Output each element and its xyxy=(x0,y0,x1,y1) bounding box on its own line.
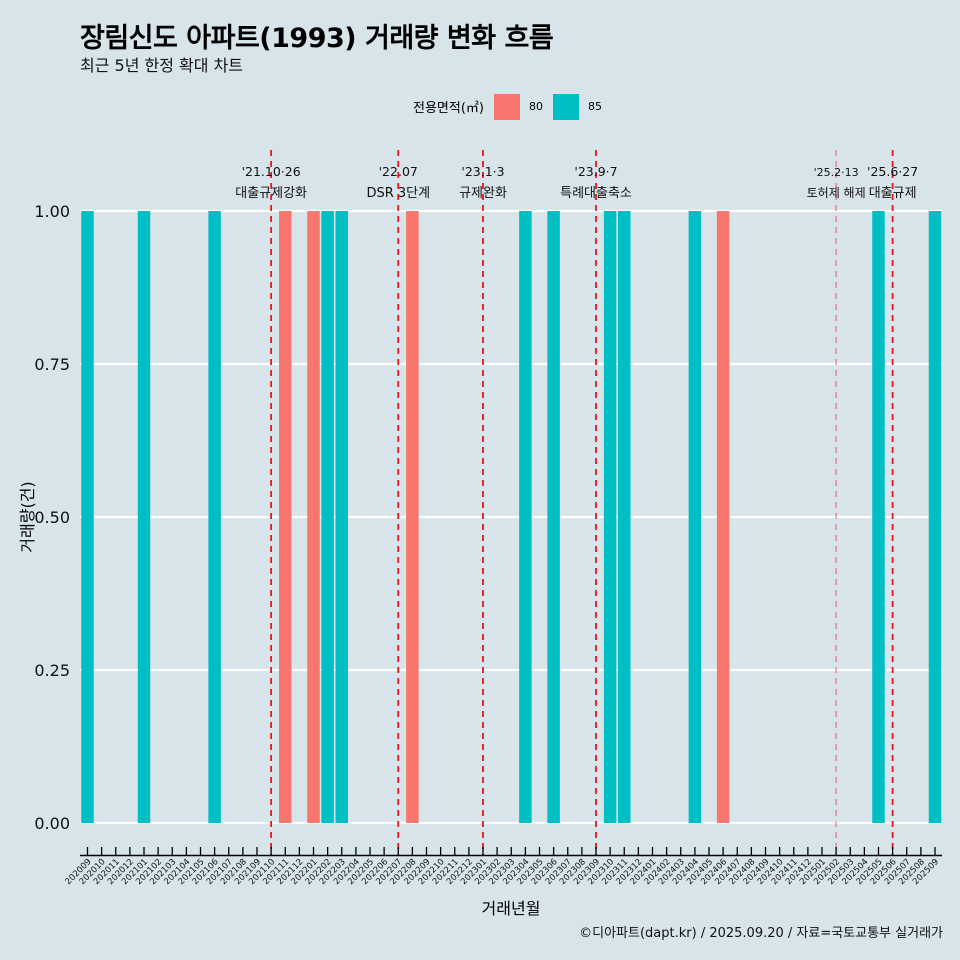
y-tick-label: 0.25 xyxy=(34,661,70,680)
y-tick-label: 0.50 xyxy=(34,508,70,527)
y-tick-label: 0.00 xyxy=(34,814,70,833)
bar-80-202208 xyxy=(406,211,419,823)
y-tick-label: 1.00 xyxy=(34,202,70,221)
gridlines xyxy=(80,209,942,825)
event-label-202301: 규제완화 xyxy=(459,186,507,201)
source-caption: ©디아파트(dapt.kr) / 2025.09.20 / 자료=국토교통부 실… xyxy=(579,926,943,941)
legend-key-80 xyxy=(493,93,520,120)
event-label-202502: 토허제 해제 xyxy=(807,186,866,200)
legend-key-85 xyxy=(552,93,579,120)
event-label-202309: 특례대출축소 xyxy=(560,186,632,201)
y-axis: 0.00 0.25 0.50 0.75 1.00 xyxy=(34,202,70,833)
bar-85-202310 xyxy=(603,211,617,823)
event-lines xyxy=(270,150,894,855)
event-label-202506: 대출규제 xyxy=(869,186,917,201)
bars xyxy=(81,211,942,823)
event-date-202502: '25.2·13 xyxy=(814,166,859,179)
legend-title: 전용면적(㎡) xyxy=(413,101,484,116)
bar-85-202509 xyxy=(928,211,942,823)
legend-label-80: 80 xyxy=(528,100,543,113)
bar-80-202201 xyxy=(307,211,320,823)
event-label-202110: 대출규제강화 xyxy=(235,186,307,201)
event-annotations: '21.10·26 대출규제강화 '22.07 DSR 3단계 '23.1·3 규제완화 '… xyxy=(235,164,918,201)
event-date-202309: '23.9·7 xyxy=(574,164,617,179)
bar-85-202311 xyxy=(618,211,631,823)
bar-85-202203 xyxy=(335,211,348,823)
bar-85-202009 xyxy=(81,211,94,823)
bar-85-202202 xyxy=(321,211,334,823)
bar-85-202304 xyxy=(519,211,532,823)
legend-label-85: 85 xyxy=(587,100,602,113)
y-tick-label: 0.75 xyxy=(34,355,70,374)
event-date-202110: '21.10·26 xyxy=(242,164,301,179)
bar-85-202404 xyxy=(688,211,702,823)
legend: 전용면적(㎡) 80 85 xyxy=(413,93,612,120)
event-date-202301: '23.1·3 xyxy=(461,164,504,179)
event-label-202207: DSR 3단계 xyxy=(366,186,430,201)
event-date-202207: '22.07 xyxy=(379,164,418,179)
x-axis: 2020092020102020112020122021012021022021… xyxy=(64,847,942,887)
bar-80-202111 xyxy=(279,211,292,823)
bar-80-202406 xyxy=(716,211,730,823)
bar-85-202306 xyxy=(547,211,560,823)
bar-85-202101 xyxy=(137,211,151,823)
chart-title: 장림신도 아파트(1993) 거래량 변화 흐름 xyxy=(80,23,554,54)
bar-85-202505 xyxy=(872,211,885,823)
event-date-202506: '25.6·27 xyxy=(867,164,918,179)
chart-subtitle: 최근 5년 한정 확대 차트 xyxy=(80,56,244,75)
x-axis-label: 거래년월 xyxy=(482,899,541,918)
bar-85-202106 xyxy=(208,211,221,823)
y-axis-label: 거래량(건) xyxy=(18,481,37,552)
